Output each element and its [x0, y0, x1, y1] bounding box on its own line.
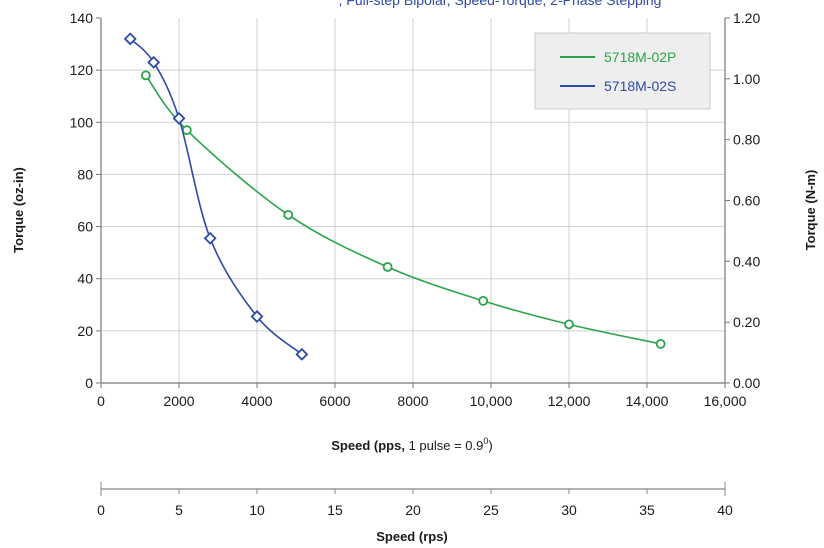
- x-tick-label: 8000: [397, 393, 428, 409]
- y-right-tick-label: 0.80: [733, 132, 760, 148]
- x-axis-title-close: ): [488, 438, 492, 453]
- data-point-5718m-02p: [140, 70, 151, 81]
- secondary-tick-label: 15: [327, 502, 343, 518]
- data-point-5718m-02p: [283, 209, 294, 220]
- secondary-rps-axis: 0 5 10 15 20 25 30 35 40: [97, 482, 733, 518]
- x-tick-label: 10,000: [470, 393, 513, 409]
- data-point-5718m-02s: [203, 231, 217, 245]
- series-layer: [123, 32, 666, 361]
- data-point-5718m-02s: [123, 32, 137, 46]
- secondary-tick-label: 5: [175, 502, 183, 518]
- series-line-5718m-02s: [129, 38, 303, 355]
- x-tick-label: 2000: [163, 393, 194, 409]
- data-point-5718m-02s: [172, 111, 186, 125]
- secondary-tick-label: 0: [97, 502, 105, 518]
- legend-box: [534, 32, 711, 110]
- x-axis-title-bold: Speed (pps,: [331, 438, 405, 453]
- x-tick-label: 6000: [319, 393, 350, 409]
- series-line-5718m-02p: [145, 74, 661, 345]
- y-right-tick-label: 0.40: [733, 253, 760, 269]
- y-right-tick-label: 1.00: [733, 71, 760, 87]
- data-point-5718m-02p: [564, 319, 574, 330]
- data-point-5718m-02p: [382, 262, 393, 272]
- y-left-tick-label: 20: [77, 323, 93, 339]
- data-point-5718m-02p: [181, 125, 192, 136]
- y-axis-right-title: Torque (N-m): [803, 170, 818, 251]
- secondary-tick-label: 30: [561, 502, 577, 518]
- legend: 5718M-02P 5718M-02S: [534, 32, 711, 110]
- y-left-tick-label: 60: [77, 219, 93, 235]
- x-tick-label: 4000: [241, 393, 272, 409]
- y-left-tick-label: 80: [77, 166, 93, 182]
- x-axis-title: Speed (pps, 1 pulse = 0.90): [331, 436, 492, 453]
- left-tick-labels: 0 20 40 60 80 100 120 140: [70, 10, 101, 391]
- legend-label-5718m-02p: 5718M-02P: [604, 49, 676, 65]
- secondary-tick-label: 40: [717, 502, 733, 518]
- y-left-tick-label: 100: [70, 114, 94, 130]
- chart-title-fragment: , Full-step Bipolar, Speed-Torque, 2-Pha…: [339, 0, 662, 8]
- y-right-tick-label: 0.00: [733, 375, 760, 391]
- data-point-5718m-02s: [147, 55, 161, 69]
- secondary-tick-label: 10: [249, 502, 265, 518]
- y-left-tick-label: 40: [77, 271, 93, 287]
- right-tick-labels: 0.00 0.20 0.40 0.60 0.80 1.00 1.20: [725, 10, 760, 391]
- x-tick-label: 0: [97, 393, 105, 409]
- y-right-tick-label: 1.20: [733, 10, 760, 26]
- data-point-5718m-02p: [655, 338, 666, 349]
- secondary-tick-label: 35: [639, 502, 655, 518]
- y-right-tick-label: 0.60: [733, 193, 760, 209]
- legend-label-5718m-02s: 5718M-02S: [604, 78, 676, 94]
- y-left-tick-label: 0: [85, 375, 93, 391]
- data-point-5718m-02s: [250, 310, 264, 323]
- x-axis-title-rest: 1 pulse = 0.9: [405, 438, 483, 453]
- x-tick-label: 14,000: [626, 393, 669, 409]
- x-axis-title-degree: 0: [483, 436, 488, 446]
- data-point-5718m-02p: [478, 295, 489, 306]
- y-right-tick-label: 0.20: [733, 314, 760, 330]
- data-point-5718m-02s: [295, 347, 309, 361]
- secondary-tick-label: 25: [483, 502, 499, 518]
- y-axis-left-title: Torque (oz-in): [11, 167, 26, 253]
- x-tick-label: 12,000: [548, 393, 591, 409]
- secondary-x-axis-title: Speed (rps): [376, 529, 448, 544]
- x-tick-labels: 0 2000 4000 6000 8000 10,000 12,000 14,000 16,00…: [97, 383, 747, 409]
- y-left-tick-label: 140: [70, 10, 94, 26]
- secondary-tick-label: 20: [405, 502, 421, 518]
- x-tick-label: 16,000: [704, 393, 747, 409]
- y-left-tick-label: 120: [70, 62, 94, 78]
